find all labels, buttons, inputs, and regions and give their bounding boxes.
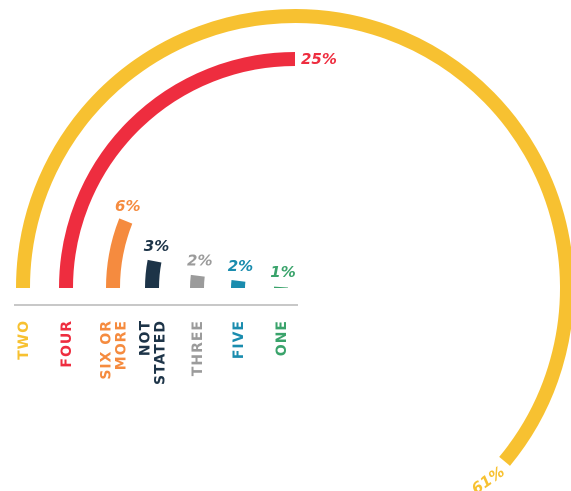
category-label: ONE bbox=[274, 320, 290, 356]
category-label: THREE bbox=[190, 320, 206, 376]
value-label: 61% bbox=[468, 463, 508, 491]
category-label: FIVE bbox=[231, 320, 247, 359]
category-label: FOUR bbox=[59, 320, 75, 368]
arc-bar bbox=[16, 9, 571, 466]
arc-bar bbox=[190, 274, 205, 289]
value-label: 2% bbox=[228, 257, 253, 275]
arc-bar bbox=[106, 218, 133, 289]
value-label: 25% bbox=[301, 50, 337, 68]
value-label: 6% bbox=[115, 197, 140, 215]
value-label: 3% bbox=[144, 237, 169, 255]
category-label: NOT bbox=[138, 320, 154, 356]
category-label: STATED bbox=[153, 320, 169, 385]
arc-bar bbox=[59, 52, 296, 289]
arc-bar bbox=[145, 259, 162, 289]
value-label: 2% bbox=[187, 252, 212, 270]
value-label: 1% bbox=[270, 263, 295, 281]
category-label: SIX OR bbox=[99, 320, 115, 380]
category-label: MORE bbox=[114, 320, 130, 370]
category-label: TWO bbox=[16, 320, 32, 360]
